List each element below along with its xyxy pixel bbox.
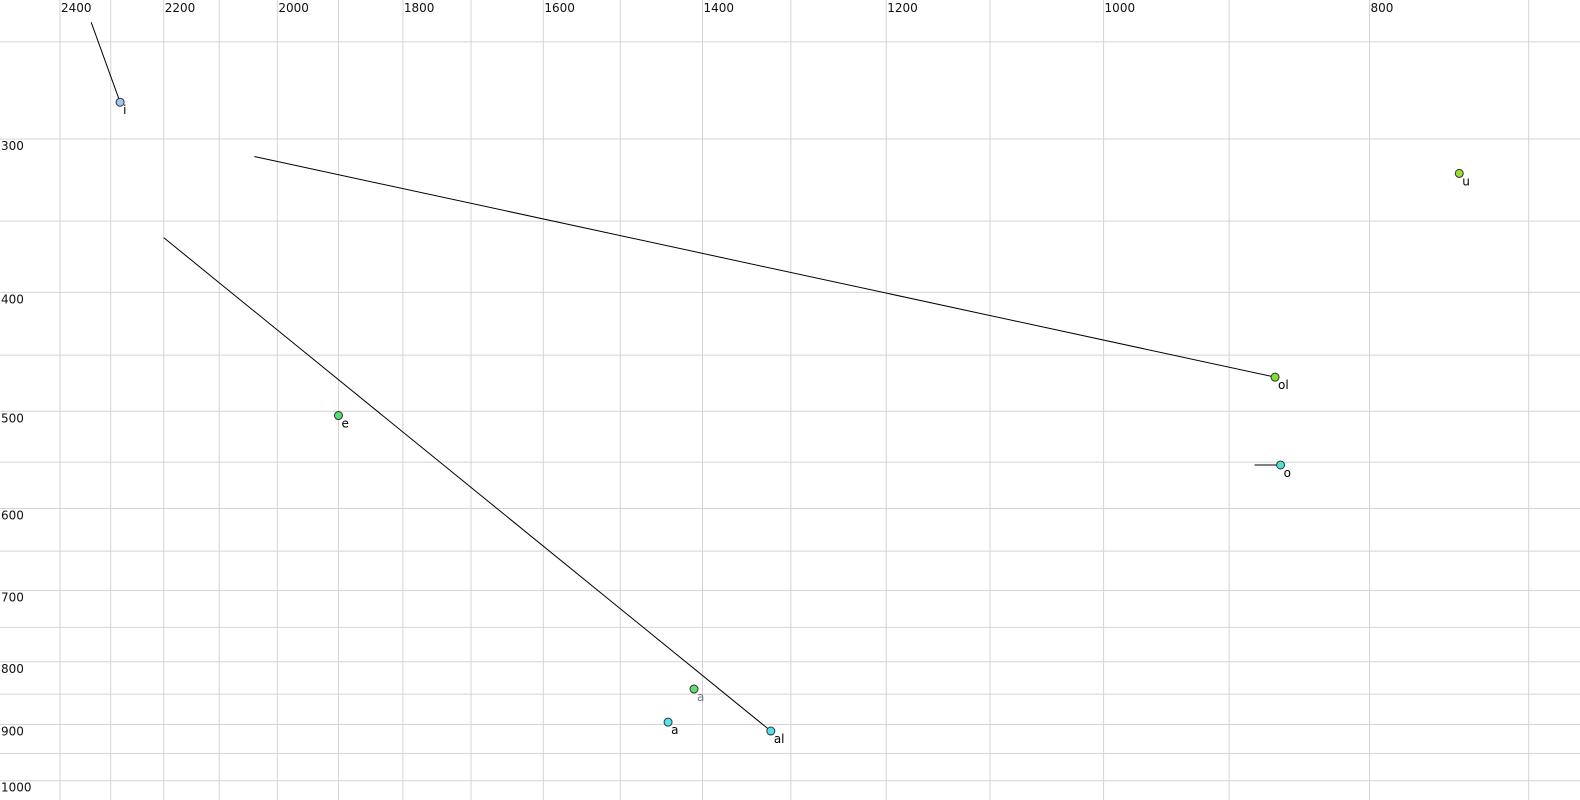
x-tick-label: 2000: [278, 1, 309, 15]
vowel-point: [333, 411, 343, 421]
vowel-trail: [254, 155, 1276, 378]
x-tick-label: 2200: [165, 1, 196, 15]
vowel-label: ol: [1278, 378, 1289, 392]
vowel-point: [1270, 372, 1280, 382]
x-tick-label: 800: [1371, 1, 1394, 15]
trails: [90, 22, 1281, 732]
y-tick-label: 400: [1, 292, 24, 306]
x-tick-label: 2400: [61, 1, 92, 15]
vowel-point: [766, 726, 776, 736]
vowel-label: i: [123, 103, 126, 117]
vowel-label: e: [341, 417, 348, 431]
vowel-point: [663, 717, 673, 727]
vowel-point: [1454, 168, 1464, 178]
y-tick-label: 500: [1, 411, 24, 425]
x-tick-label: 1400: [703, 1, 734, 15]
x-axis-ticks: 2400 2200 2000 1800 1600 1400 1200 1000 800: [61, 1, 1393, 15]
vowel-trail: [90, 22, 121, 103]
y-tick-label: 600: [1, 508, 24, 522]
y-tick-label: 1000: [1, 781, 32, 795]
y-tick-label: 900: [1, 725, 24, 739]
x-tick-label: 1600: [544, 1, 575, 15]
y-tick-label: 700: [1, 591, 24, 605]
vowel-label: a: [671, 723, 678, 737]
vowel-label: o: [1284, 466, 1291, 480]
x-tick-label: 1800: [404, 1, 435, 15]
y-tick-label: 800: [1, 662, 24, 676]
x-tick-label: 1200: [887, 1, 918, 15]
vowel-point: [1276, 460, 1286, 470]
vowel-label: a: [697, 690, 704, 704]
points: i u ol o e a a al: [115, 97, 1470, 746]
vowel-point: [115, 97, 125, 107]
y-tick-label: 300: [1, 139, 24, 153]
x-tick-label: 1000: [1105, 1, 1136, 15]
vowel-label: al: [774, 732, 785, 746]
y-axis-ticks: 300 400 500 600 700 800 900 1000: [1, 139, 32, 795]
vowel-point: [689, 684, 699, 694]
vowel-label: u: [1462, 174, 1470, 188]
vowel-trail: [163, 237, 772, 732]
